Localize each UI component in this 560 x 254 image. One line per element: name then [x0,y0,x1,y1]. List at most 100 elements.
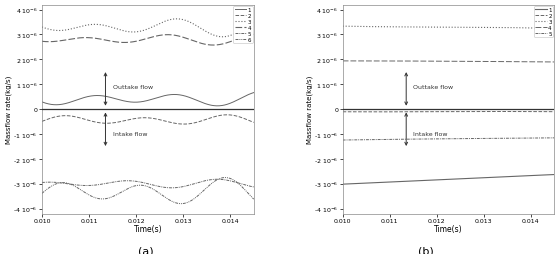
3 [250,21,257,24]
Line: 1: 1 [42,93,254,106]
2 [551,111,558,114]
6 [178,202,184,205]
3 [463,26,469,29]
3 [339,25,346,28]
4 [52,41,58,44]
5 [474,137,481,140]
5 [39,181,45,184]
6 [199,190,206,193]
3 [162,21,169,24]
4 [339,60,346,63]
Line: 3: 3 [343,27,554,29]
2 [223,114,230,117]
2 [501,110,507,114]
2 [494,110,501,114]
4 [174,35,180,38]
5 [52,181,58,184]
Text: (a): (a) [138,246,153,254]
2 [221,114,228,117]
6 [174,202,180,205]
2 [52,116,58,119]
2 [352,111,359,114]
5 [463,137,469,140]
2 [39,120,45,123]
2 [181,123,188,126]
2 [199,119,206,122]
6 [222,176,228,179]
4 [522,61,529,64]
3 [221,36,228,39]
3 [174,18,180,21]
4 [162,34,169,37]
3 [39,26,45,29]
4 [500,61,507,64]
Y-axis label: Massflow rate(kg/s): Massflow rate(kg/s) [306,76,313,144]
5 [522,137,529,140]
4 [474,61,481,64]
Text: (b): (b) [418,246,433,254]
Line: 4: 4 [343,62,554,63]
1 [500,176,507,179]
2 [339,111,346,114]
4 [463,60,469,64]
2 [162,120,169,123]
5 [214,178,221,181]
3 [468,26,474,29]
6 [52,183,58,186]
4 [551,61,558,64]
1 [463,177,469,180]
3 [174,18,180,21]
1 [468,177,474,180]
1 [250,92,257,95]
2 [468,110,475,114]
5 [500,137,507,140]
Line: 2: 2 [343,112,554,113]
5 [551,137,558,140]
1 [474,177,481,180]
Text: Outtake flow: Outtake flow [113,85,153,90]
5 [174,186,180,189]
3 [219,36,226,39]
4 [352,60,359,63]
1 [39,101,45,104]
4 [210,44,217,47]
4 [468,61,474,64]
4 [167,34,174,37]
3 [199,29,206,32]
Legend: 1, 2, 3, 4, 5, 6: 1, 2, 3, 4, 5, 6 [233,7,253,44]
6 [250,198,257,201]
1 [221,104,228,107]
4 [250,34,257,37]
X-axis label: Time(s): Time(s) [133,224,162,233]
6 [162,196,169,199]
5 [162,186,169,189]
2 [167,121,174,124]
5 [339,139,346,142]
Line: 6: 6 [42,178,254,204]
3 [167,19,174,22]
4 [221,43,228,46]
1 [339,183,346,186]
Line: 2: 2 [42,115,254,125]
Line: 5: 5 [42,180,254,188]
2 [463,110,469,114]
5 [352,139,359,142]
5 [250,186,257,189]
1 [174,94,180,97]
Text: Intake flow: Intake flow [413,132,448,137]
6 [39,192,45,195]
1 [167,94,174,97]
Text: Intake flow: Intake flow [113,132,147,137]
Line: 1: 1 [343,175,554,184]
4 [39,41,45,44]
Line: 5: 5 [343,138,554,140]
Line: 3: 3 [42,20,254,38]
Line: 4: 4 [42,35,254,46]
3 [500,27,507,30]
1 [551,173,558,176]
6 [221,176,228,179]
Y-axis label: Massflow rate(kg/s): Massflow rate(kg/s) [6,76,12,144]
2 [174,122,180,125]
2 [250,121,257,124]
1 [352,182,359,185]
